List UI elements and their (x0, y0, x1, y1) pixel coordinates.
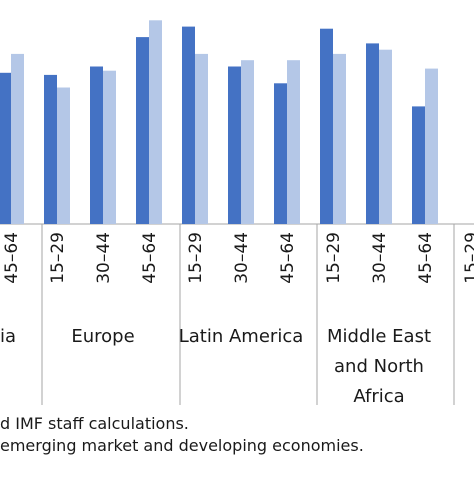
group-label-line: and North (334, 356, 424, 377)
tick-label: 45–64 (2, 232, 22, 284)
bar-dark (0, 72, 11, 224)
bar-light (425, 68, 438, 224)
tick-label: 15–29 (186, 232, 206, 284)
group-label: ia (0, 326, 16, 347)
group-label-line: ia (0, 326, 16, 347)
bar-dark (228, 66, 241, 224)
tick-label: 45–64 (416, 232, 436, 284)
tick-label: 30–44 (370, 232, 390, 284)
group-label-line: Latin America (179, 326, 304, 347)
tick-label: 30–44 (232, 232, 252, 284)
bar-dark (44, 74, 57, 225)
group-label: Latin America (179, 326, 304, 347)
group-label-line: Africa (353, 386, 404, 407)
bar-dark (412, 106, 425, 224)
tick-label: 15–29 (48, 232, 68, 284)
footnote: emerging market and developing economies… (0, 436, 364, 455)
bar-light (287, 60, 300, 225)
bar-light (195, 53, 208, 225)
bar-dark (182, 26, 195, 224)
tick-label: 45–64 (140, 232, 160, 284)
bar-light (333, 53, 346, 225)
tick-label: 45–64 (278, 232, 298, 284)
bar-dark (274, 83, 287, 224)
bar-light (149, 20, 162, 224)
bar-dark (320, 28, 333, 225)
group-label-line: Middle East (327, 326, 431, 347)
group-label: Middle East and North Africa (327, 326, 431, 407)
bar-light (103, 70, 116, 224)
group-label: Europe (71, 326, 134, 347)
bar-dark (366, 43, 379, 225)
bar-light (379, 49, 392, 225)
bar-light (241, 60, 254, 225)
bar-dark (90, 66, 103, 224)
bar-light (57, 87, 70, 224)
tick-label: 15–29 (324, 232, 344, 284)
tick-label: 15–29 (462, 232, 474, 284)
bar-dark (136, 37, 149, 224)
tick-label: 30–44 (94, 232, 114, 284)
group-label-line: Europe (71, 326, 134, 347)
bar-light (11, 53, 24, 225)
source-note: d IMF staff calculations. (0, 414, 189, 433)
